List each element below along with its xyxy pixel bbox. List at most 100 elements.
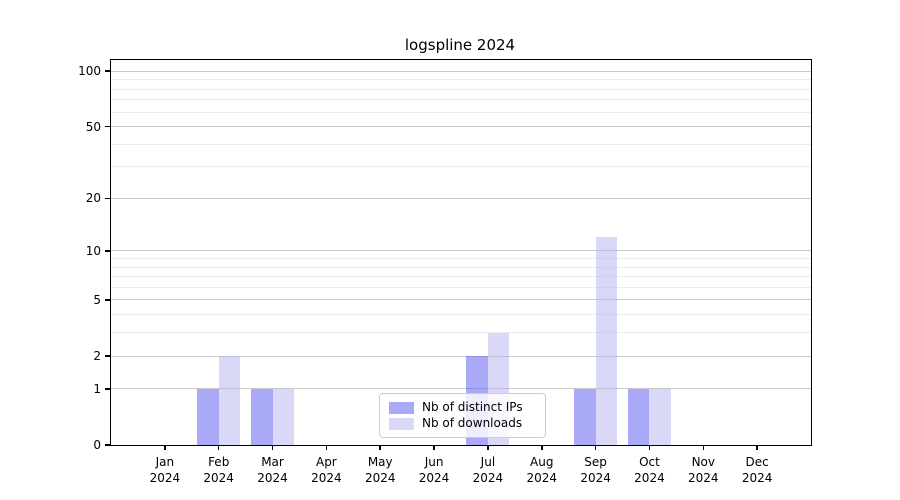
legend-label-downloads: Nb of downloads [422,416,523,430]
gridline-major [111,126,811,128]
gridline-minor [111,314,811,316]
legend-label-distinct-ips: Nb of distinct IPs [422,400,523,414]
x-axis-tick-label: Aug 2024 [510,454,574,486]
y-axis-tick-label: 50 [85,119,101,134]
bar-downloads-sep [595,237,618,445]
y-axis-tick-label: 1 [93,381,101,396]
x-axis-tick [487,445,489,450]
bar-downloads-feb [218,356,241,445]
bar-downloads-mar [272,388,295,445]
x-label-month: Apr [315,455,337,469]
x-axis-tick [325,445,328,450]
x-label-year: 2024 [203,471,234,485]
y-axis-tick-label: 100 [78,64,101,79]
x-axis-tick-label: Sep 2024 [564,454,628,486]
x-axis-tick-label: Feb 2024 [187,454,251,486]
x-axis-tick-label: Jul 2024 [456,454,520,486]
x-label-month: Feb [208,455,230,469]
gridline-major [111,250,811,252]
x-axis-tick-label: Jan 2024 [133,454,197,486]
x-label-year: 2024 [418,471,450,485]
gridline-major [111,197,811,199]
x-label-month: Jul [480,455,496,469]
x-label-month: Aug [530,455,554,469]
x-label-month: Oct [639,455,660,469]
y-axis-tick-label: 0 [93,438,101,452]
y-axis-tick-label: 20 [85,191,101,206]
y-axis-tick-label: 10 [85,243,101,258]
x-label-year: 2024 [364,471,396,485]
y-axis-tick [105,388,110,390]
x-label-year: 2024 [634,471,665,485]
x-axis-tick [379,445,382,450]
legend-swatch-downloads [389,417,414,430]
bar-downloads-oct [649,388,671,445]
x-label-month: Jun [424,455,444,469]
y-axis-tick [105,125,110,128]
gridline-minor [111,266,811,268]
x-label-month: Dec [745,455,769,469]
x-axis-tick-label: Jun 2024 [402,454,466,486]
gridline-minor [111,166,811,168]
gridline-minor [111,143,811,145]
x-axis-tick [433,445,435,450]
bar-distinct-ips-sep [574,388,596,445]
gridline-minor [111,88,811,90]
gridline-minor [111,258,811,259]
x-axis-tick [217,445,220,450]
gridline-minor [111,99,811,101]
legend-item-distinct-ips: Nb of distinct IPs [389,400,536,415]
gridline-minor [111,286,811,288]
x-label-year: 2024 [257,471,288,485]
y-axis-tick [105,70,110,72]
x-axis-tick [271,445,274,450]
x-axis-tick [594,445,597,450]
gridline-minor [111,111,811,113]
gridline-major [111,70,811,72]
x-label-year: 2024 [688,471,719,485]
legend-item-downloads: Nb of downloads [389,416,536,431]
x-axis-tick-label: Nov 2024 [671,454,735,486]
plot-area: Nb of distinct IPs Nb of downloads 0 1 2 5 1… [78,59,812,485]
x-axis-tick [648,445,651,450]
y-axis-tick-label: 2 [93,349,101,364]
x-axis-tick-label: Dec 2024 [725,454,789,486]
gridline-minor [111,332,811,334]
gridline-minor [111,276,811,278]
x-label-month: Jan [155,455,175,469]
x-label-month: Nov [691,455,715,469]
x-axis-tick [164,445,166,450]
x-axis-tick [756,445,758,450]
chart-title: logspline 2024 [404,36,516,54]
x-label-year: 2024 [580,471,611,485]
x-label-year: 2024 [741,471,773,485]
legend: Nb of distinct IPs Nb of downloads [379,393,546,438]
legend-swatch-distinct-ips [389,401,414,414]
x-axis-tick-label: May 2024 [348,454,412,486]
y-axis-tick [105,355,110,357]
x-axis-tick-label: Mar 2024 [241,454,305,486]
x-label-year: 2024 [526,471,558,485]
x-axis-tick-label: Apr 2024 [294,454,358,486]
y-axis-tick [105,299,110,301]
y-axis-tick [105,249,110,252]
x-axis-tick [702,445,705,450]
x-axis-tick-label: Oct 2024 [617,454,681,486]
y-axis-tick [105,444,110,446]
gridline-major [111,388,811,390]
gridline-major [111,355,811,357]
gridline-minor [111,79,811,81]
bar-distinct-ips-oct [627,388,650,445]
bar-distinct-ips-feb [197,388,219,445]
gridline-major [111,299,811,301]
x-label-month: Mar [261,455,284,469]
x-label-year: 2024 [149,471,181,485]
x-axis-tick [540,445,543,450]
x-label-year: 2024 [311,471,342,485]
bar-distinct-ips-mar [251,388,273,445]
x-label-month: Sep [584,455,607,469]
y-axis-tick-label: 5 [93,292,101,307]
y-axis-tick [105,197,110,200]
x-label-year: 2024 [472,471,504,485]
